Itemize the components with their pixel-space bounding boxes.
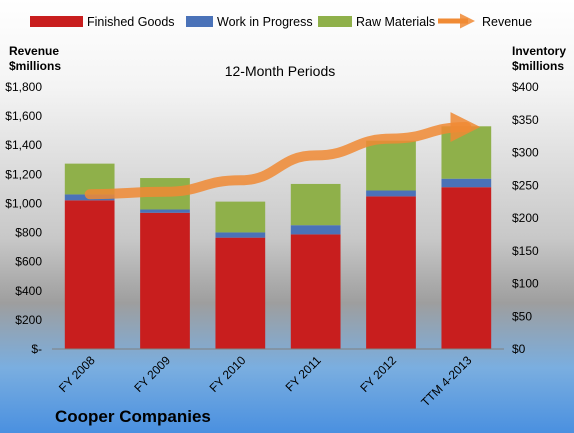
legend: Finished Goods Work in Progress Raw Mate…: [30, 13, 532, 29]
left-tick-label: $1,200: [5, 167, 42, 181]
bar-work-in-progress: [441, 178, 492, 188]
revenue-point: [240, 180, 241, 181]
right-tick-label: $0: [512, 342, 526, 356]
left-tick-label: $1,600: [5, 109, 42, 123]
right-tick-label: $300: [512, 146, 539, 160]
bar-finished-goods: [64, 200, 115, 349]
legend-swatch-raw-materials: [318, 16, 352, 27]
revenue-line-group: [84, 112, 481, 200]
chart-subtitle: 12-Month Periods: [225, 63, 336, 79]
bar-work-in-progress: [215, 232, 266, 238]
right-axis-ticks: $0 $50 $100 $150 $200 $250 $300 $350 $400: [512, 80, 539, 356]
revenue-point: [315, 155, 316, 156]
left-tick-label: $-: [31, 342, 42, 356]
legend-swatch-work-in-progress: [186, 16, 213, 27]
left-axis-ticks: $- $200 $400 $600 $800 $1,000 $1,200 $1,400 $1,6…: [5, 80, 42, 356]
bar-finished-goods: [441, 187, 492, 349]
x-tick-label: TTM 4-2013: [418, 353, 474, 409]
left-tick-label: $1,000: [5, 196, 42, 210]
bar-work-in-progress: [290, 225, 341, 235]
left-axis-title-line1: Revenue: [9, 44, 59, 58]
right-tick-label: $150: [512, 244, 539, 258]
bar-work-in-progress: [366, 190, 416, 197]
legend-label-finished-goods: Finished Goods: [87, 15, 175, 29]
bar-raw-materials: [290, 183, 341, 226]
revenue-point: [466, 127, 467, 128]
legend-label-raw-materials: Raw Materials: [356, 15, 435, 29]
right-tick-label: $50: [512, 309, 532, 323]
legend-label-revenue: Revenue: [482, 15, 532, 29]
revenue-point: [391, 138, 392, 139]
right-tick-label: $250: [512, 178, 539, 192]
x-tick-label: FY 2009: [131, 353, 173, 395]
left-axis-title-line2: $millions: [9, 59, 61, 73]
left-tick-label: $600: [15, 255, 42, 269]
left-tick-label: $200: [15, 313, 42, 327]
left-tick-label: $1,400: [5, 138, 42, 152]
legend-label-work-in-progress: Work in Progress: [217, 15, 313, 29]
x-tick-label: FY 2012: [357, 353, 399, 395]
bar-raw-materials: [215, 201, 266, 233]
left-tick-label: $400: [15, 284, 42, 298]
bar-finished-goods: [215, 237, 266, 349]
right-tick-label: $200: [512, 211, 539, 225]
bar-finished-goods: [366, 196, 416, 349]
left-tick-label: $800: [15, 226, 42, 240]
right-tick-label: $100: [512, 277, 539, 291]
right-axis-title-line2: $millions: [512, 59, 564, 73]
x-tick-label: FY 2011: [283, 353, 324, 394]
bar-finished-goods: [140, 212, 190, 349]
x-axis-labels: FY 2008 FY 2009 FY 2010 FY 2011 FY 2012 TTM 4…: [56, 353, 475, 409]
right-tick-label: $350: [512, 113, 539, 127]
right-tick-label: $400: [512, 80, 539, 94]
x-tick-label: FY 2008: [56, 353, 98, 395]
left-tick-label: $1,800: [5, 80, 42, 94]
company-name: Cooper Companies: [55, 407, 211, 426]
revenue-line: [84, 112, 481, 200]
bar-raw-materials: [366, 140, 416, 191]
revenue-point: [165, 191, 166, 192]
bar-finished-goods: [290, 234, 341, 349]
bar-work-in-progress: [140, 209, 190, 213]
right-axis-title-line1: Inventory: [512, 44, 566, 58]
bars: [64, 126, 492, 349]
x-tick-label: FY 2010: [207, 353, 249, 395]
revenue-point: [89, 194, 90, 195]
bar-raw-materials: [441, 126, 492, 179]
legend-swatch-finished-goods: [30, 16, 83, 27]
